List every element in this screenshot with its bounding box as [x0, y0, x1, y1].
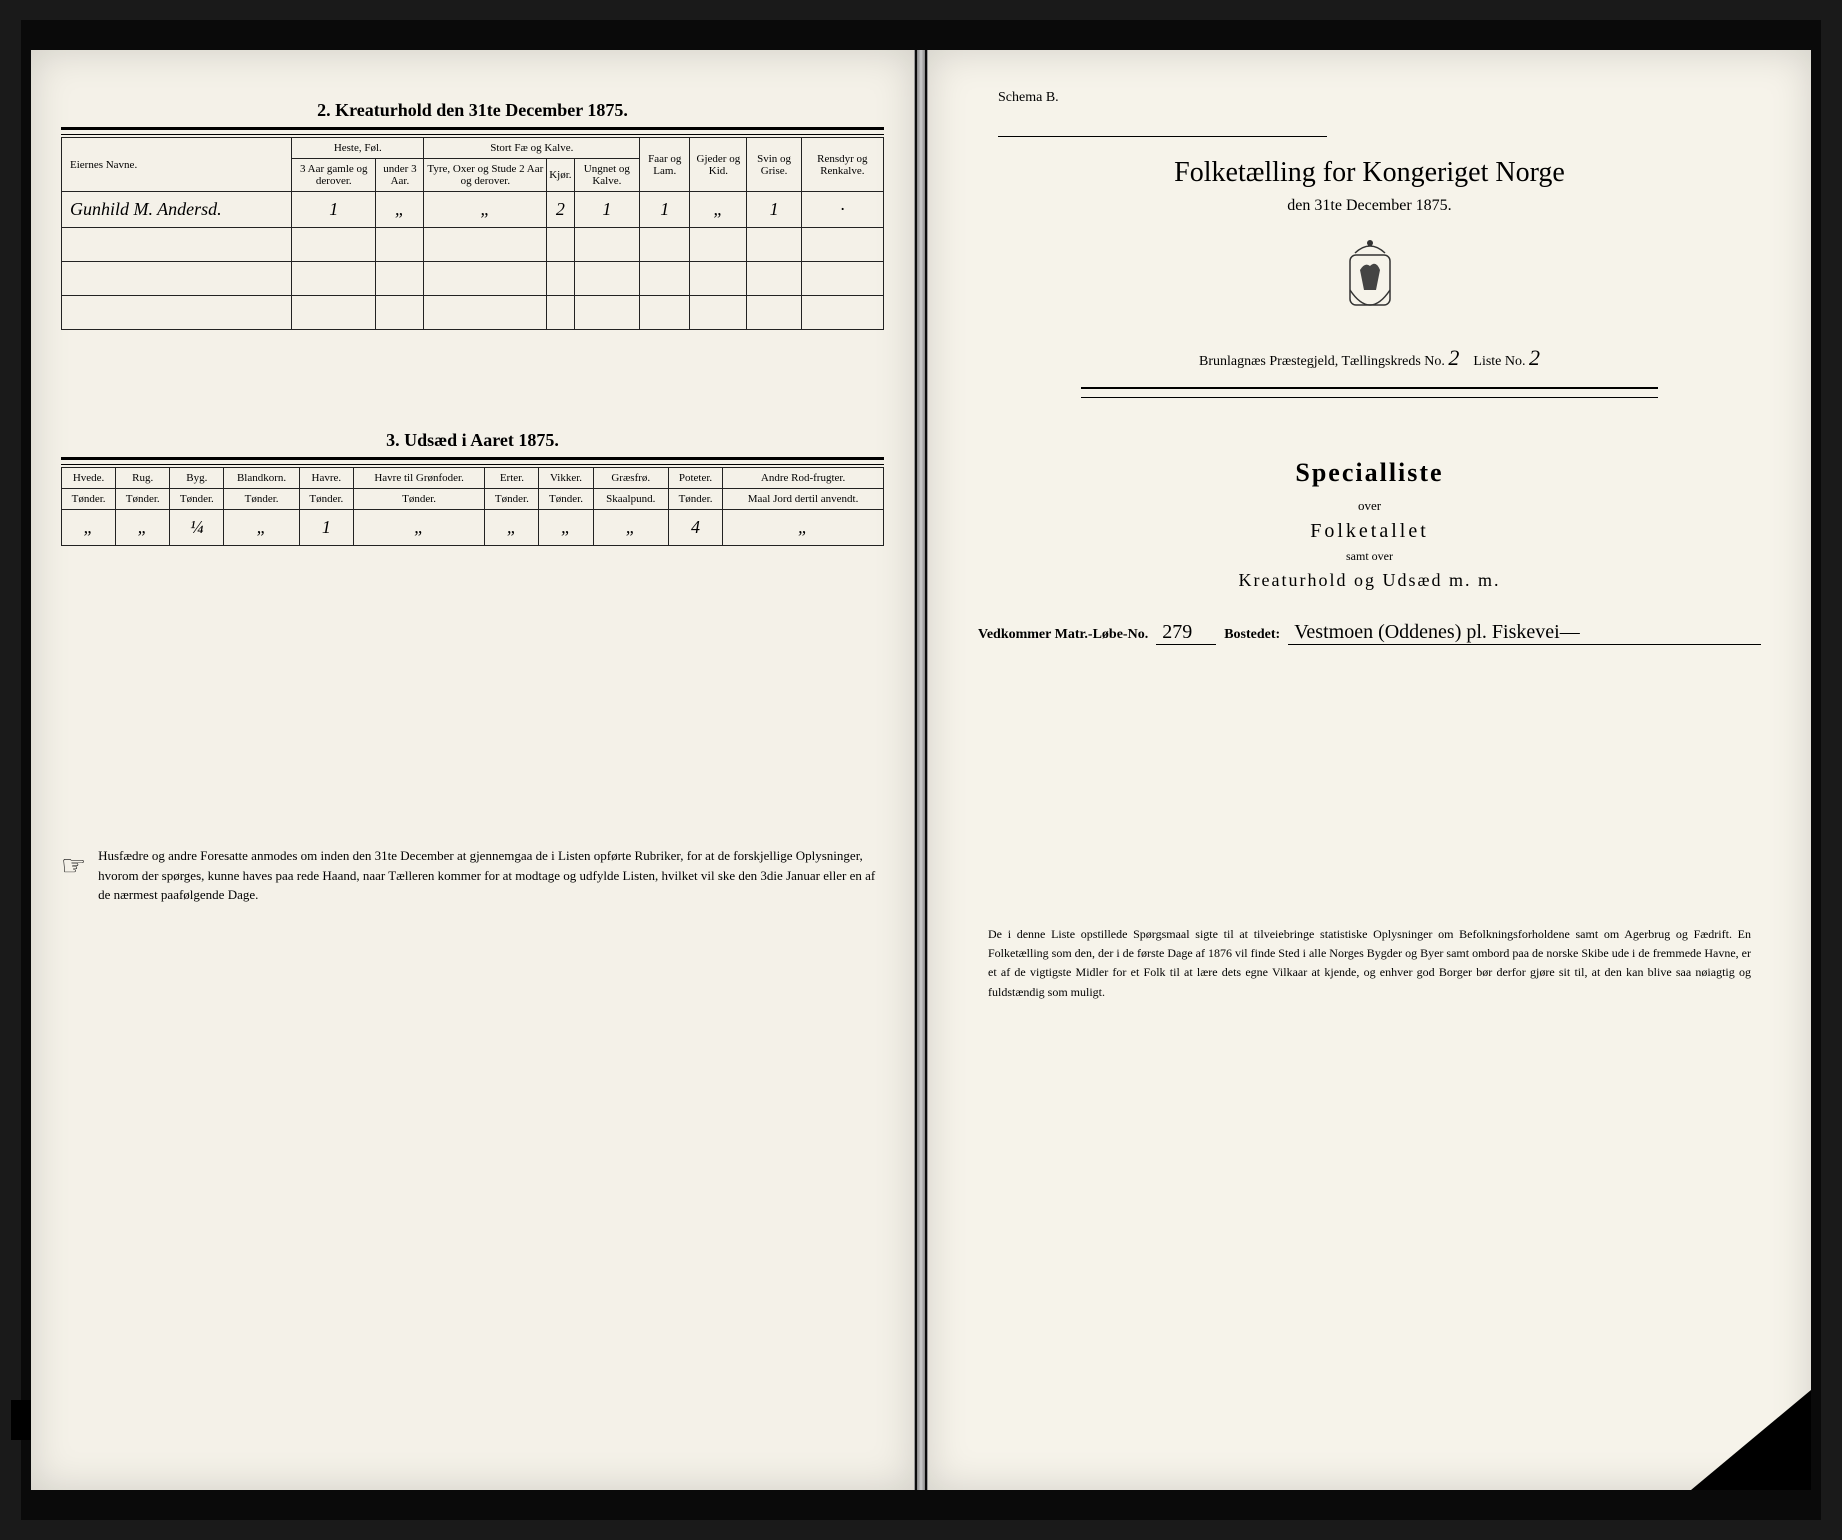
cell: „ — [116, 510, 170, 546]
book-spine — [917, 50, 925, 1490]
vedkommer-line: Vedkommer Matr.-Løbe-No. 279 Bostedet: V… — [958, 621, 1781, 645]
cell: „ — [224, 510, 299, 546]
book-spread: 2. Kreaturhold den 31te December 1875. E… — [21, 20, 1821, 1520]
cell: „ — [376, 192, 424, 228]
sub-h2: under 3 Aar. — [376, 159, 424, 192]
table-row — [62, 296, 884, 330]
sub-h4: Kjør. — [547, 159, 574, 192]
h: Blandkorn. — [224, 468, 299, 489]
cell: 2 — [547, 192, 574, 228]
cell: „ — [539, 510, 593, 546]
table-row: „ „ ¼ „ 1 „ „ „ „ 4 „ — [62, 510, 884, 546]
u: Maal Jord dertil anvendt. — [723, 489, 884, 510]
col-cattle: Stort Fæ og Kalve. — [424, 138, 640, 159]
u: Tønder. — [299, 489, 353, 510]
cell: „ — [424, 192, 547, 228]
u: Tønder. — [170, 489, 224, 510]
rule — [998, 136, 1327, 137]
table-row — [62, 262, 884, 296]
h: Havre. — [299, 468, 353, 489]
bostedet-label: Bostedet: — [1224, 627, 1280, 643]
h: Rug. — [116, 468, 170, 489]
cell: 4 — [668, 510, 722, 546]
folketallet-label: Folketallet — [958, 520, 1781, 543]
samt-label: samt over — [958, 549, 1781, 564]
left-footer: ☞ Husfædre og andre Foresatte anmodes om… — [61, 846, 884, 905]
h: Græsfrø. — [593, 468, 668, 489]
col-sheep: Faar og Lam. — [640, 138, 690, 192]
liste-no: 2 — [1529, 345, 1540, 370]
matr-no: 279 — [1156, 621, 1216, 645]
col-pigs: Svin og Grise. — [747, 138, 801, 192]
rule — [1081, 397, 1657, 398]
kreds-no: 2 — [1448, 345, 1459, 370]
table-row: Gunhild M. Andersd. 1 „ „ 2 1 1 „ 1 · — [62, 192, 884, 228]
h: Erter. — [485, 468, 539, 489]
vedkommer-label: Vedkommer Matr.-Løbe-No. — [978, 627, 1148, 643]
section3-title: 3. Udsæd i Aaret 1875. — [61, 430, 884, 451]
col-owner: Eiernes Navne. — [62, 138, 292, 192]
table-row — [62, 228, 884, 262]
cell: 1 — [292, 192, 376, 228]
u: Skaalpund. — [593, 489, 668, 510]
rule — [1081, 387, 1657, 389]
cell: „ — [485, 510, 539, 546]
sub-h5: Ungnet og Kalve. — [574, 159, 640, 192]
col-reindeer: Rensdyr og Renkalve. — [801, 138, 883, 192]
u: Tønder. — [353, 489, 484, 510]
u: Tønder. — [668, 489, 722, 510]
schema-label: Schema B. — [958, 90, 1781, 106]
parish-text: Brunlagnæs Præstegjeld, Tællingskreds No… — [1199, 354, 1445, 369]
h: Hvede. — [62, 468, 116, 489]
cell: 1 — [747, 192, 801, 228]
footer-text: Husfædre og andre Foresatte anmodes om i… — [98, 846, 884, 905]
u: Tønder. — [224, 489, 299, 510]
u: Tønder. — [539, 489, 593, 510]
census-subtitle: den 31te December 1875. — [958, 197, 1781, 215]
owner-name: Gunhild M. Andersd. — [62, 192, 292, 228]
col-goats: Gjeder og Kid. — [690, 138, 747, 192]
kreatur-label: Kreaturhold og Udsæd m. m. — [958, 570, 1781, 591]
rule — [61, 457, 884, 460]
sub-h3: Tyre, Oxer og Stude 2 Aar og derover. — [424, 159, 547, 192]
u: Tønder. — [116, 489, 170, 510]
h: Byg. — [170, 468, 224, 489]
over-label: over — [958, 498, 1781, 514]
cell: 1 — [640, 192, 690, 228]
left-page: 2. Kreaturhold den 31te December 1875. E… — [31, 50, 915, 1490]
cell: 1 — [299, 510, 353, 546]
h: Havre til Grønfoder. — [353, 468, 484, 489]
census-title: Folketælling for Kongeriget Norge — [958, 157, 1781, 189]
seed-table: Hvede. Rug. Byg. Blandkorn. Havre. Havre… — [61, 467, 884, 546]
sub-h1: 3 Aar gamle og derover. — [292, 159, 376, 192]
right-page: Schema B. Folketælling for Kongeriget No… — [927, 50, 1811, 1490]
cell: ¼ — [170, 510, 224, 546]
cell: 1 — [574, 192, 640, 228]
cell: „ — [723, 510, 884, 546]
u: Tønder. — [485, 489, 539, 510]
specialliste-title: Specialliste — [958, 458, 1781, 488]
bostedet-value: Vestmoen (Oddenes) pl. Fiskevei— — [1288, 621, 1761, 645]
h: Andre Rod-frugter. — [723, 468, 884, 489]
h: Poteter. — [668, 468, 722, 489]
col-horses: Heste, Føl. — [292, 138, 424, 159]
liste-label: Liste No. — [1473, 354, 1525, 369]
page-corner-shadow — [1691, 1390, 1811, 1490]
right-footer-text: De i denne Liste opstillede Spørgsmaal s… — [958, 925, 1781, 1002]
rule — [61, 464, 884, 465]
cell: „ — [353, 510, 484, 546]
cell: „ — [593, 510, 668, 546]
pointing-hand-icon: ☞ — [61, 846, 86, 905]
parish-line: Brunlagnæs Præstegjeld, Tællingskreds No… — [958, 345, 1781, 371]
section2-title: 2. Kreaturhold den 31te December 1875. — [61, 100, 884, 121]
coat-of-arms-icon — [1335, 235, 1405, 325]
rule — [61, 127, 884, 130]
livestock-table: Eiernes Navne. Heste, Føl. Stort Fæ og K… — [61, 137, 884, 330]
u: Tønder. — [62, 489, 116, 510]
h: Vikker. — [539, 468, 593, 489]
cell: „ — [62, 510, 116, 546]
cell: · — [801, 192, 883, 228]
rule — [61, 134, 884, 135]
cell: „ — [690, 192, 747, 228]
